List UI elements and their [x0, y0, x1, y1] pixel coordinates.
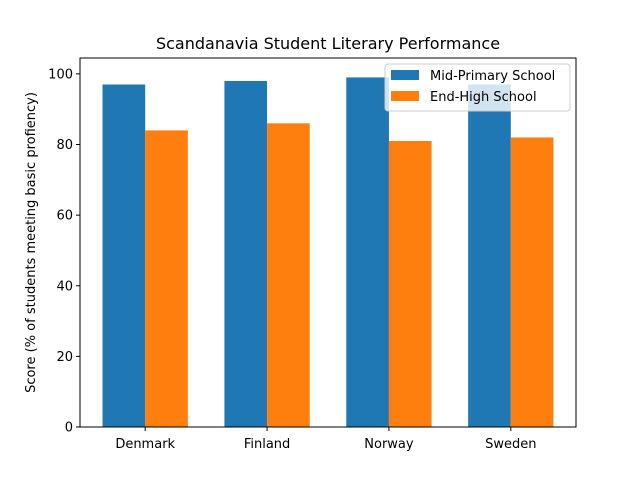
legend-swatch-end-high	[391, 91, 419, 101]
legend-label-end-high: End-High School	[430, 90, 537, 105]
bar-sweden-mid-primary-school	[468, 84, 511, 428]
x-axis: Denmark Finland Norway Sweden	[115, 427, 536, 452]
y-tick-label: 100	[48, 67, 73, 82]
bars-layer	[102, 77, 554, 428]
legend-swatch-mid-primary	[391, 70, 419, 80]
bar-norway-mid-primary-school	[346, 77, 389, 427]
chart-title: Scandanavia Student Literary Performance	[156, 34, 500, 53]
bar-finland-mid-primary-school	[224, 80, 268, 428]
y-axis: 0 20 40 60 80 100	[48, 67, 80, 436]
y-tick-label: 0	[65, 421, 73, 436]
bar-sweden-end-high-school	[510, 137, 554, 427]
x-tick-label-finland: Finland	[244, 437, 290, 452]
legend-label-mid-primary: Mid-Primary School	[430, 69, 555, 84]
y-tick-label: 40	[56, 279, 73, 294]
x-tick-label-sweden: Sweden	[485, 437, 536, 452]
bar-norway-end-high-school	[388, 140, 432, 427]
x-tick-label-denmark: Denmark	[115, 437, 175, 452]
bar-denmark-end-high-school	[145, 130, 188, 427]
bar-finland-end-high-school	[267, 123, 310, 428]
legend-box	[384, 63, 571, 112]
legend: Mid-Primary School End-High School	[384, 63, 571, 112]
x-tick-label-norway: Norway	[364, 437, 414, 452]
y-tick-label: 60	[56, 209, 73, 224]
plot-frame	[79, 57, 577, 428]
y-axis-label: Score (% of students meeting basic profi…	[24, 92, 39, 393]
y-tick-label: 20	[56, 350, 73, 365]
y-tick-label: 80	[56, 138, 73, 153]
bar-denmark-mid-primary-school	[102, 84, 146, 428]
